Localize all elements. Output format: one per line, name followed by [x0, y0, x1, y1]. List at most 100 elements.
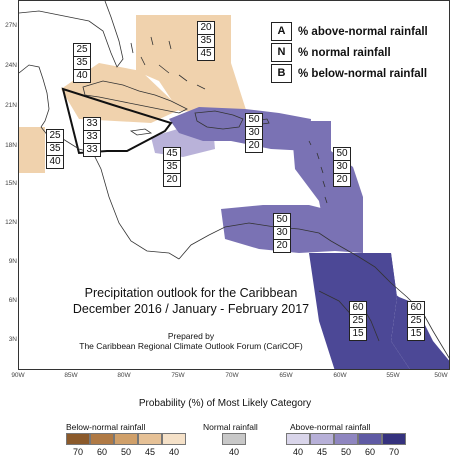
lon-label: 50W [434, 372, 448, 379]
key-letter: N [271, 43, 292, 62]
prob-below: 20 [248, 140, 260, 151]
prob-above: 60 [350, 302, 366, 315]
legend-value-below: 45 [144, 447, 155, 457]
coast-florida [78, 1, 124, 68]
prob-box-lesser-antilles: 50 30 20 [333, 147, 351, 187]
prob-box-bahamas: 20 35 45 [197, 21, 215, 61]
lon-label: 75W [171, 372, 185, 379]
prob-normal: 33 [84, 131, 100, 144]
prepared-by-line-2: The Caribbean Regional Climate Outlook F… [79, 341, 303, 351]
key-text: % normal rainfall [298, 46, 391, 59]
prob-normal: 35 [47, 143, 63, 156]
prob-above: 33 [84, 118, 100, 131]
prob-box-guyana: 60 25 15 [349, 301, 367, 341]
lon-label: 55W [386, 372, 400, 379]
region-greater-antilles [169, 107, 311, 151]
prob-above: 50 [246, 114, 262, 127]
legend-value-above: 50 [340, 447, 351, 457]
prob-box-belize: 25 35 40 [46, 129, 64, 169]
coast-jamaica [129, 128, 153, 136]
key-letter: A [271, 22, 292, 41]
coast-yucatan [19, 64, 50, 128]
legend-value-above: 40 [292, 447, 303, 457]
prob-below: 20 [336, 174, 348, 185]
prepared-by: Prepared by The Caribbean Regional Clima… [41, 331, 341, 351]
lat-label: 9N [8, 258, 17, 265]
key-row-above: A % above-normal rainfall [271, 21, 428, 42]
prob-above: 25 [47, 130, 63, 143]
legend-swatch-below [66, 433, 90, 445]
prob-below: 20 [166, 174, 178, 185]
prob-normal: 25 [350, 315, 366, 328]
map-frame: 20 35 45 25 35 40 25 35 40 33 33 33 45 3… [18, 0, 450, 370]
legend-swatch-below [162, 433, 186, 445]
legend-value-above: 60 [364, 447, 375, 457]
legend-swatch-above [310, 433, 334, 445]
legend-value-above: 70 [388, 447, 399, 457]
coast-cuba [82, 80, 188, 114]
prob-normal: 25 [408, 315, 424, 328]
title-line-1: Precipitation outlook for the Caribbean [84, 286, 298, 300]
region-belize [19, 127, 45, 173]
prob-box-southern-caribbean: 50 30 20 [273, 213, 291, 253]
legend-value-below: 40 [168, 447, 179, 457]
lat-label: 27N [5, 22, 17, 29]
prob-below: 40 [76, 70, 88, 81]
prob-box-french-guiana: 60 25 15 [407, 301, 425, 341]
legend-swatch-normal [222, 433, 246, 445]
prob-normal: 35 [74, 57, 90, 70]
lat-label: 18N [5, 142, 17, 149]
lon-label: 90W [11, 372, 25, 379]
legend-value-normal: 40 [228, 447, 239, 457]
title-line-2: December 2016 / January - February 2017 [72, 302, 310, 316]
legend-value-below: 60 [96, 447, 107, 457]
prob-below: 15 [352, 328, 364, 339]
key-row-normal: N % normal rainfall [271, 42, 428, 63]
lat-label: 6N [8, 297, 17, 304]
region-cuba-west [61, 63, 181, 123]
lon-label: 80W [117, 372, 131, 379]
lat-label: 3N [8, 336, 17, 343]
region-southern-caribbean [221, 205, 363, 253]
legend-swatch-above [286, 433, 310, 445]
key-row-below: B % below-normal rainfall [271, 63, 428, 84]
lat-label: 24N [5, 62, 17, 69]
lat-label: 12N [5, 219, 17, 226]
prepared-by-line-1: Prepared by [167, 331, 215, 341]
lat-label: 15N [5, 180, 17, 187]
region-french-guiana [391, 253, 449, 369]
prob-box-hispaniola-south: 45 35 20 [163, 147, 181, 187]
legend-value-above: 45 [316, 447, 327, 457]
prob-below: 15 [410, 328, 422, 339]
lon-label: 70W [225, 372, 239, 379]
prob-normal: 30 [334, 161, 350, 174]
coast-gulf [19, 10, 80, 20]
lon-label: 85W [64, 372, 78, 379]
prob-above: 60 [408, 302, 424, 315]
legend-value-below: 50 [120, 447, 131, 457]
legend-above-label: Above-normal rainfall [290, 422, 371, 432]
legend-swatch-above [382, 433, 406, 445]
legend-title: Probability (%) of Most Likely Category [138, 398, 312, 409]
key-text: % below-normal rainfall [298, 67, 428, 80]
prob-normal: 30 [274, 227, 290, 240]
prob-box-cuba-west: 25 35 40 [73, 43, 91, 83]
prob-normal: 35 [198, 35, 214, 48]
legend-swatch-below [114, 433, 138, 445]
prob-below: 33 [86, 144, 98, 155]
prob-above: 50 [274, 214, 290, 227]
region-bahamas [136, 15, 247, 113]
prob-box-greater-antilles: 50 30 20 [245, 113, 263, 153]
prob-below: 20 [276, 240, 288, 251]
lon-label: 60W [333, 372, 347, 379]
key-text: % above-normal rainfall [298, 25, 428, 38]
prob-above: 45 [164, 148, 180, 161]
prob-above: 25 [74, 44, 90, 57]
legend-swatch-above [358, 433, 382, 445]
prob-below: 45 [200, 48, 212, 59]
legend-swatch-above [334, 433, 358, 445]
prob-above: 50 [334, 148, 350, 161]
legend-value-below: 70 [72, 447, 83, 457]
coast-bahamas [130, 36, 206, 90]
legend-swatch-below [138, 433, 162, 445]
